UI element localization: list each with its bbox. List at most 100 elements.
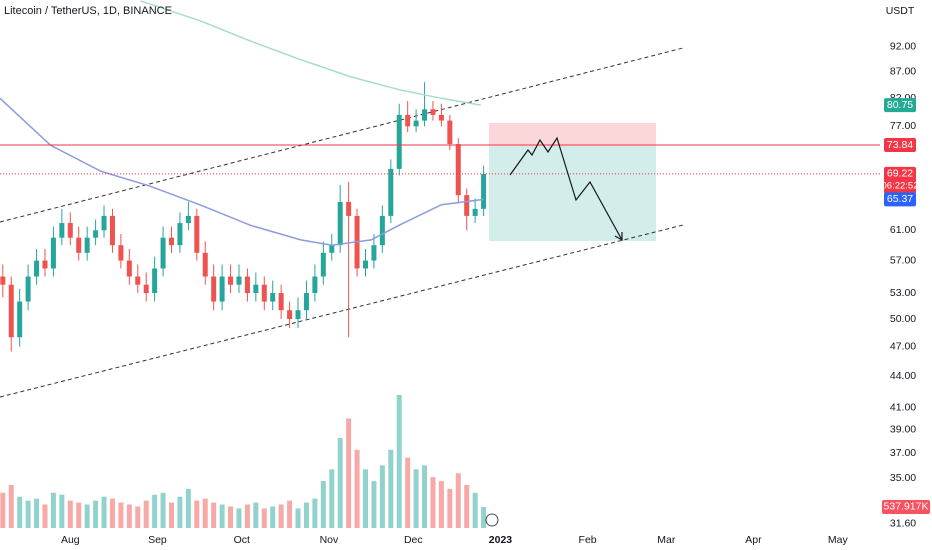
volume-bar [438, 481, 444, 528]
x-tick-label: Sep [148, 534, 167, 546]
candle-body [464, 195, 470, 216]
x-tick-label: Mar [657, 534, 676, 546]
target-zone [489, 146, 656, 241]
volume-bar [430, 477, 436, 528]
candle-body [438, 114, 444, 121]
volume-bar [320, 481, 326, 528]
volume-bar [228, 506, 234, 528]
y-tick-label: 50.00 [890, 313, 916, 325]
volume-bar [405, 457, 411, 528]
volume-bar [337, 438, 343, 528]
price-badge [884, 98, 916, 113]
candle-body [202, 252, 208, 277]
volume-badge-label: 537.917K [884, 501, 929, 513]
y-tick-label: 44.00 [890, 370, 916, 382]
volume-bar [202, 498, 208, 528]
y-tick-label: 35.00 [890, 472, 916, 484]
volume-bar [455, 473, 461, 528]
price-badge-label: 80.75 [887, 99, 913, 111]
candle-body [236, 276, 242, 285]
y-tick-label: 47.00 [890, 340, 916, 352]
volume-bar [101, 496, 107, 528]
candle-body [379, 215, 385, 246]
volume-bar [396, 395, 402, 528]
countdown: 06:22:52 [882, 180, 919, 191]
volume-bar [59, 494, 65, 528]
candle-body [25, 276, 31, 302]
candle-body [0, 276, 6, 285]
volume-layer [0, 395, 487, 528]
price-badge [884, 138, 916, 153]
candle-body [211, 276, 217, 302]
volume-bar [177, 496, 183, 528]
price-badge [884, 166, 916, 194]
volume-bar [253, 502, 259, 528]
volume-bar [118, 502, 124, 528]
projection-path [509, 136, 623, 241]
volume-bar [25, 500, 31, 528]
candle-body [34, 260, 40, 277]
channel-upper [0, 47, 684, 223]
candle-body [42, 260, 48, 269]
price-badge-label: 69.22 [887, 168, 913, 180]
candle-body [388, 168, 394, 216]
price-badge-label: 73.84 [887, 139, 913, 151]
price-badge [884, 192, 916, 207]
volume-bar [244, 504, 250, 528]
y-tick-label: 41.00 [890, 401, 916, 413]
volume-bar [211, 502, 217, 528]
y-tick-label: 53.00 [890, 287, 916, 299]
candle-body [303, 293, 309, 311]
y-tick-label: 31.60 [890, 518, 916, 530]
volume-bar [447, 488, 453, 528]
volume-bar [236, 508, 242, 528]
y-tick-label: 87.00 [890, 66, 916, 78]
candle-body [93, 230, 99, 238]
candle-body [135, 276, 141, 285]
candle-body [228, 276, 234, 285]
candle-body [405, 114, 411, 127]
volume-bar [93, 500, 99, 528]
y-tick-label: 57.00 [890, 254, 916, 266]
volume-bar [76, 502, 82, 528]
volume-bar [160, 492, 166, 528]
candle-body [67, 223, 73, 238]
volume-bar [354, 449, 360, 528]
volume-bar [17, 496, 23, 528]
volume-bar [34, 498, 40, 528]
volume-bar [109, 498, 115, 528]
volume-bar [169, 502, 175, 528]
candle-body [143, 284, 149, 294]
price-badge-label: 65.37 [887, 193, 913, 205]
candle-body [76, 237, 82, 253]
candle-body [126, 260, 132, 277]
event-icon[interactable] [485, 513, 499, 527]
candle-body [244, 276, 250, 294]
volume-bar [464, 484, 470, 528]
x-tick-label: Dec [404, 534, 423, 546]
volume-bar [261, 508, 267, 528]
candle-body [84, 237, 90, 253]
price-layer [0, 0, 880, 352]
volume-bar [84, 504, 90, 528]
candle-body [219, 276, 225, 302]
candle-body [430, 109, 436, 115]
candle-body [396, 114, 402, 169]
x-tick-label: Nov [320, 534, 339, 546]
volume-bar [287, 500, 293, 528]
candle-body [17, 301, 23, 338]
volume-bar [379, 465, 385, 528]
candle-body [320, 252, 326, 277]
candle-body [287, 310, 293, 320]
candle-body [422, 109, 428, 121]
axis-layer: 92.0087.0082.0077.0061.0057.0053.0050.00… [61, 41, 930, 550]
volume-bar [422, 465, 428, 528]
volume-bar [303, 502, 309, 528]
volume-bar [0, 492, 6, 528]
candle-body [362, 260, 368, 269]
x-tick-label: Feb [579, 534, 597, 546]
candle-body [185, 215, 191, 224]
volume-bar [194, 500, 200, 528]
volume-bar [8, 484, 14, 528]
volume-bar [312, 498, 318, 528]
